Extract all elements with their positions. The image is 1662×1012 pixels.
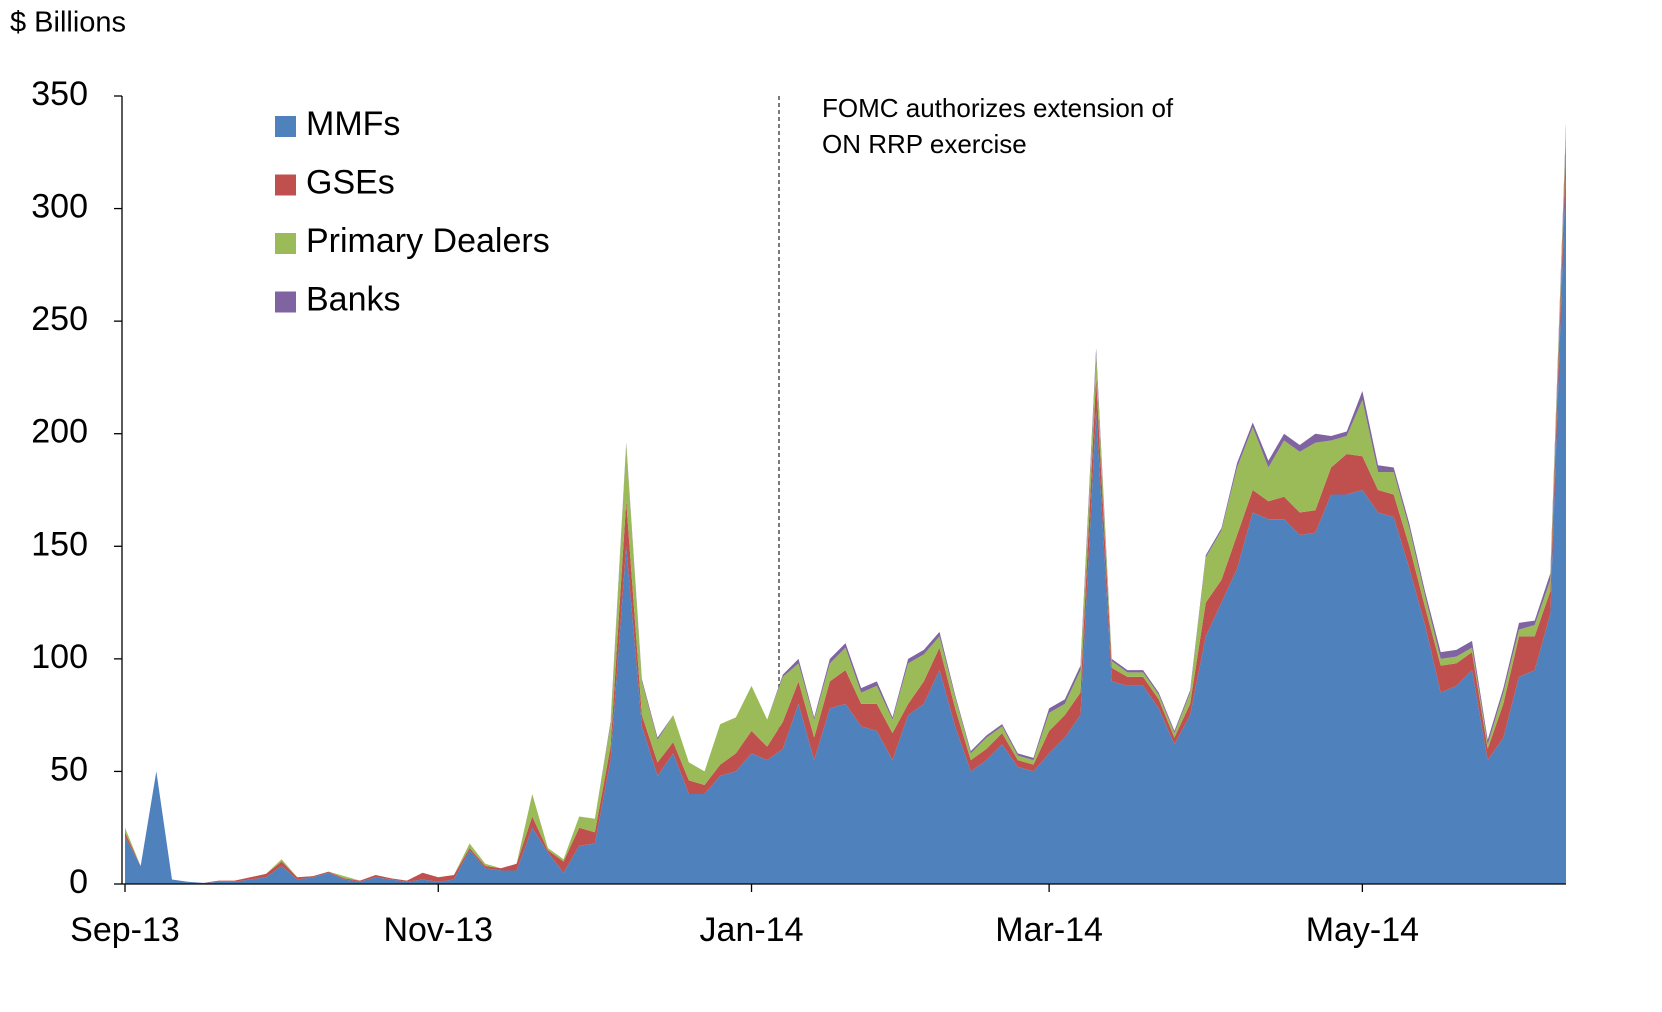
legend-label: GSEs <box>306 163 395 201</box>
x-tick-label: Jan-14 <box>700 911 804 949</box>
legend-label: Banks <box>306 280 401 318</box>
x-tick-label: Mar-14 <box>995 911 1103 949</box>
y-axis-label: $ Billions <box>10 7 126 39</box>
annotation: ON RRP exercise <box>822 129 1027 159</box>
y-tick-label: 50 <box>50 750 88 788</box>
x-tick-label: Nov-13 <box>383 911 493 949</box>
legend-label: MMFs <box>306 105 400 143</box>
y-tick-label: 200 <box>31 413 88 451</box>
y-tick-label: 100 <box>31 638 88 676</box>
area <box>125 163 1566 885</box>
x-tick-label: Sep-13 <box>70 911 180 949</box>
legend-swatch <box>275 174 296 196</box>
legend-label: Primary Dealers <box>306 222 550 260</box>
y-tick-label: 0 <box>69 863 88 901</box>
area <box>125 141 1566 883</box>
annotation: FOMC authorizes extension of <box>822 93 1174 123</box>
legend-swatch <box>275 116 296 137</box>
y-tick-label: 150 <box>31 525 88 563</box>
x-tick-label: May-14 <box>1306 911 1419 949</box>
y-tick-label: 300 <box>31 188 88 226</box>
legend-swatch <box>275 233 296 254</box>
y-tick-label: 350 <box>31 75 88 113</box>
y-tick-label: 250 <box>31 300 88 338</box>
legend-swatch <box>275 291 296 313</box>
